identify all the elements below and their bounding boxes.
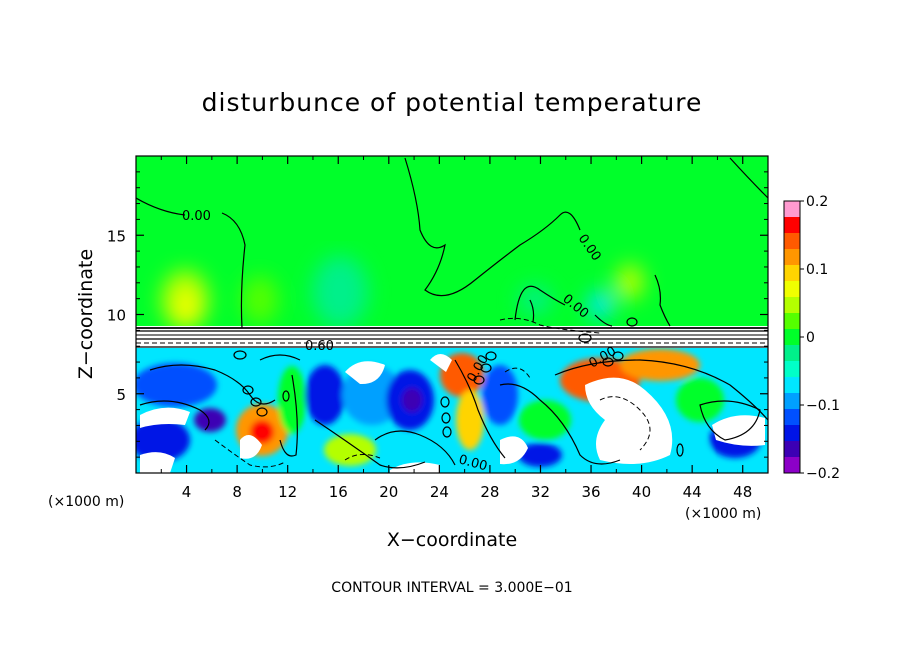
- dashed-contour-lines: [214, 317, 651, 468]
- x-tick-label: 12: [278, 483, 297, 501]
- colorbar-tick-label: 0.2: [806, 194, 828, 210]
- contour-interval-text: CONTOUR INTERVAL = 3.000E−01: [331, 580, 572, 596]
- lower-field-blobs: [136, 349, 761, 468]
- x-axis-title: X−coordinate: [387, 529, 517, 551]
- x-tick-label: 28: [480, 483, 499, 501]
- contour-label: 0.60: [305, 339, 334, 354]
- colorbar-tick-label: −0.1: [806, 398, 840, 414]
- colorbar-swatch: [784, 345, 800, 362]
- x-axis: 4 8 12 16 20 24 28 32 36 40 44 48: [160, 156, 752, 501]
- y-axis: 5 10 15: [107, 171, 768, 458]
- x-tick-label: 16: [329, 483, 348, 501]
- contour-label: 0.00: [182, 209, 211, 224]
- inversion-band-lines: [136, 327, 768, 348]
- colorbar-swatch: [784, 361, 800, 378]
- x-tick-label: 32: [531, 483, 550, 501]
- saturated-regions: [140, 354, 765, 473]
- x-tick-label: 4: [182, 483, 192, 501]
- colorbar-tick-label: −0.2: [806, 466, 840, 482]
- colorbar-swatch: [784, 297, 800, 314]
- x-unit-label-right: (×1000 m): [685, 506, 761, 522]
- plot-area: 0.00 0.00 0.00 0.00 0.00 0.60 0.00: [136, 156, 768, 474]
- colorbar-swatch: [784, 393, 800, 410]
- y-tick-label: 10: [107, 307, 126, 325]
- colorbar-swatch: [784, 281, 800, 298]
- colorbar-swatch: [784, 457, 800, 474]
- small-contour-circles: [233, 317, 684, 457]
- x-unit-label-left: (×1000 m): [48, 494, 124, 510]
- y-tick-label: 15: [107, 227, 126, 245]
- colorbar-swatch: [784, 233, 800, 250]
- x-tick-label: 36: [581, 483, 600, 501]
- x-tick-label: 44: [683, 483, 702, 501]
- colorbar-swatch: [784, 249, 800, 266]
- colorbar-swatch: [784, 313, 800, 330]
- colorbar-swatch: [784, 425, 800, 442]
- colorbar-swatch: [784, 329, 800, 346]
- colorbar-swatch: [784, 409, 800, 426]
- colorbar-swatch: [784, 265, 800, 282]
- upper-field-blobs: [161, 256, 644, 330]
- colorbar-swatch: [784, 377, 800, 394]
- x-tick-label: 20: [379, 483, 398, 501]
- x-tick-label: 24: [430, 483, 449, 501]
- y-tick-label: 5: [116, 386, 126, 404]
- colorbar-swatch: [784, 217, 800, 234]
- colorbar-tick-label: 0.1: [806, 262, 828, 278]
- colorbar-swatch: [784, 201, 800, 218]
- colorbar: 0.2 0.1 0 −0.1 −0.2: [783, 194, 840, 482]
- x-tick-label: 40: [632, 483, 651, 501]
- contour-label: 0.00: [457, 452, 489, 474]
- y-axis-title: Z−coordinate: [75, 249, 97, 379]
- inversion-band: [136, 326, 768, 348]
- x-tick-label: 48: [733, 483, 752, 501]
- chart-title: disturbunce of potential temperature: [202, 88, 703, 117]
- colorbar-tick-label: 0: [806, 330, 815, 346]
- x-tick-label: 8: [232, 483, 242, 501]
- colorbar-swatch: [784, 441, 800, 458]
